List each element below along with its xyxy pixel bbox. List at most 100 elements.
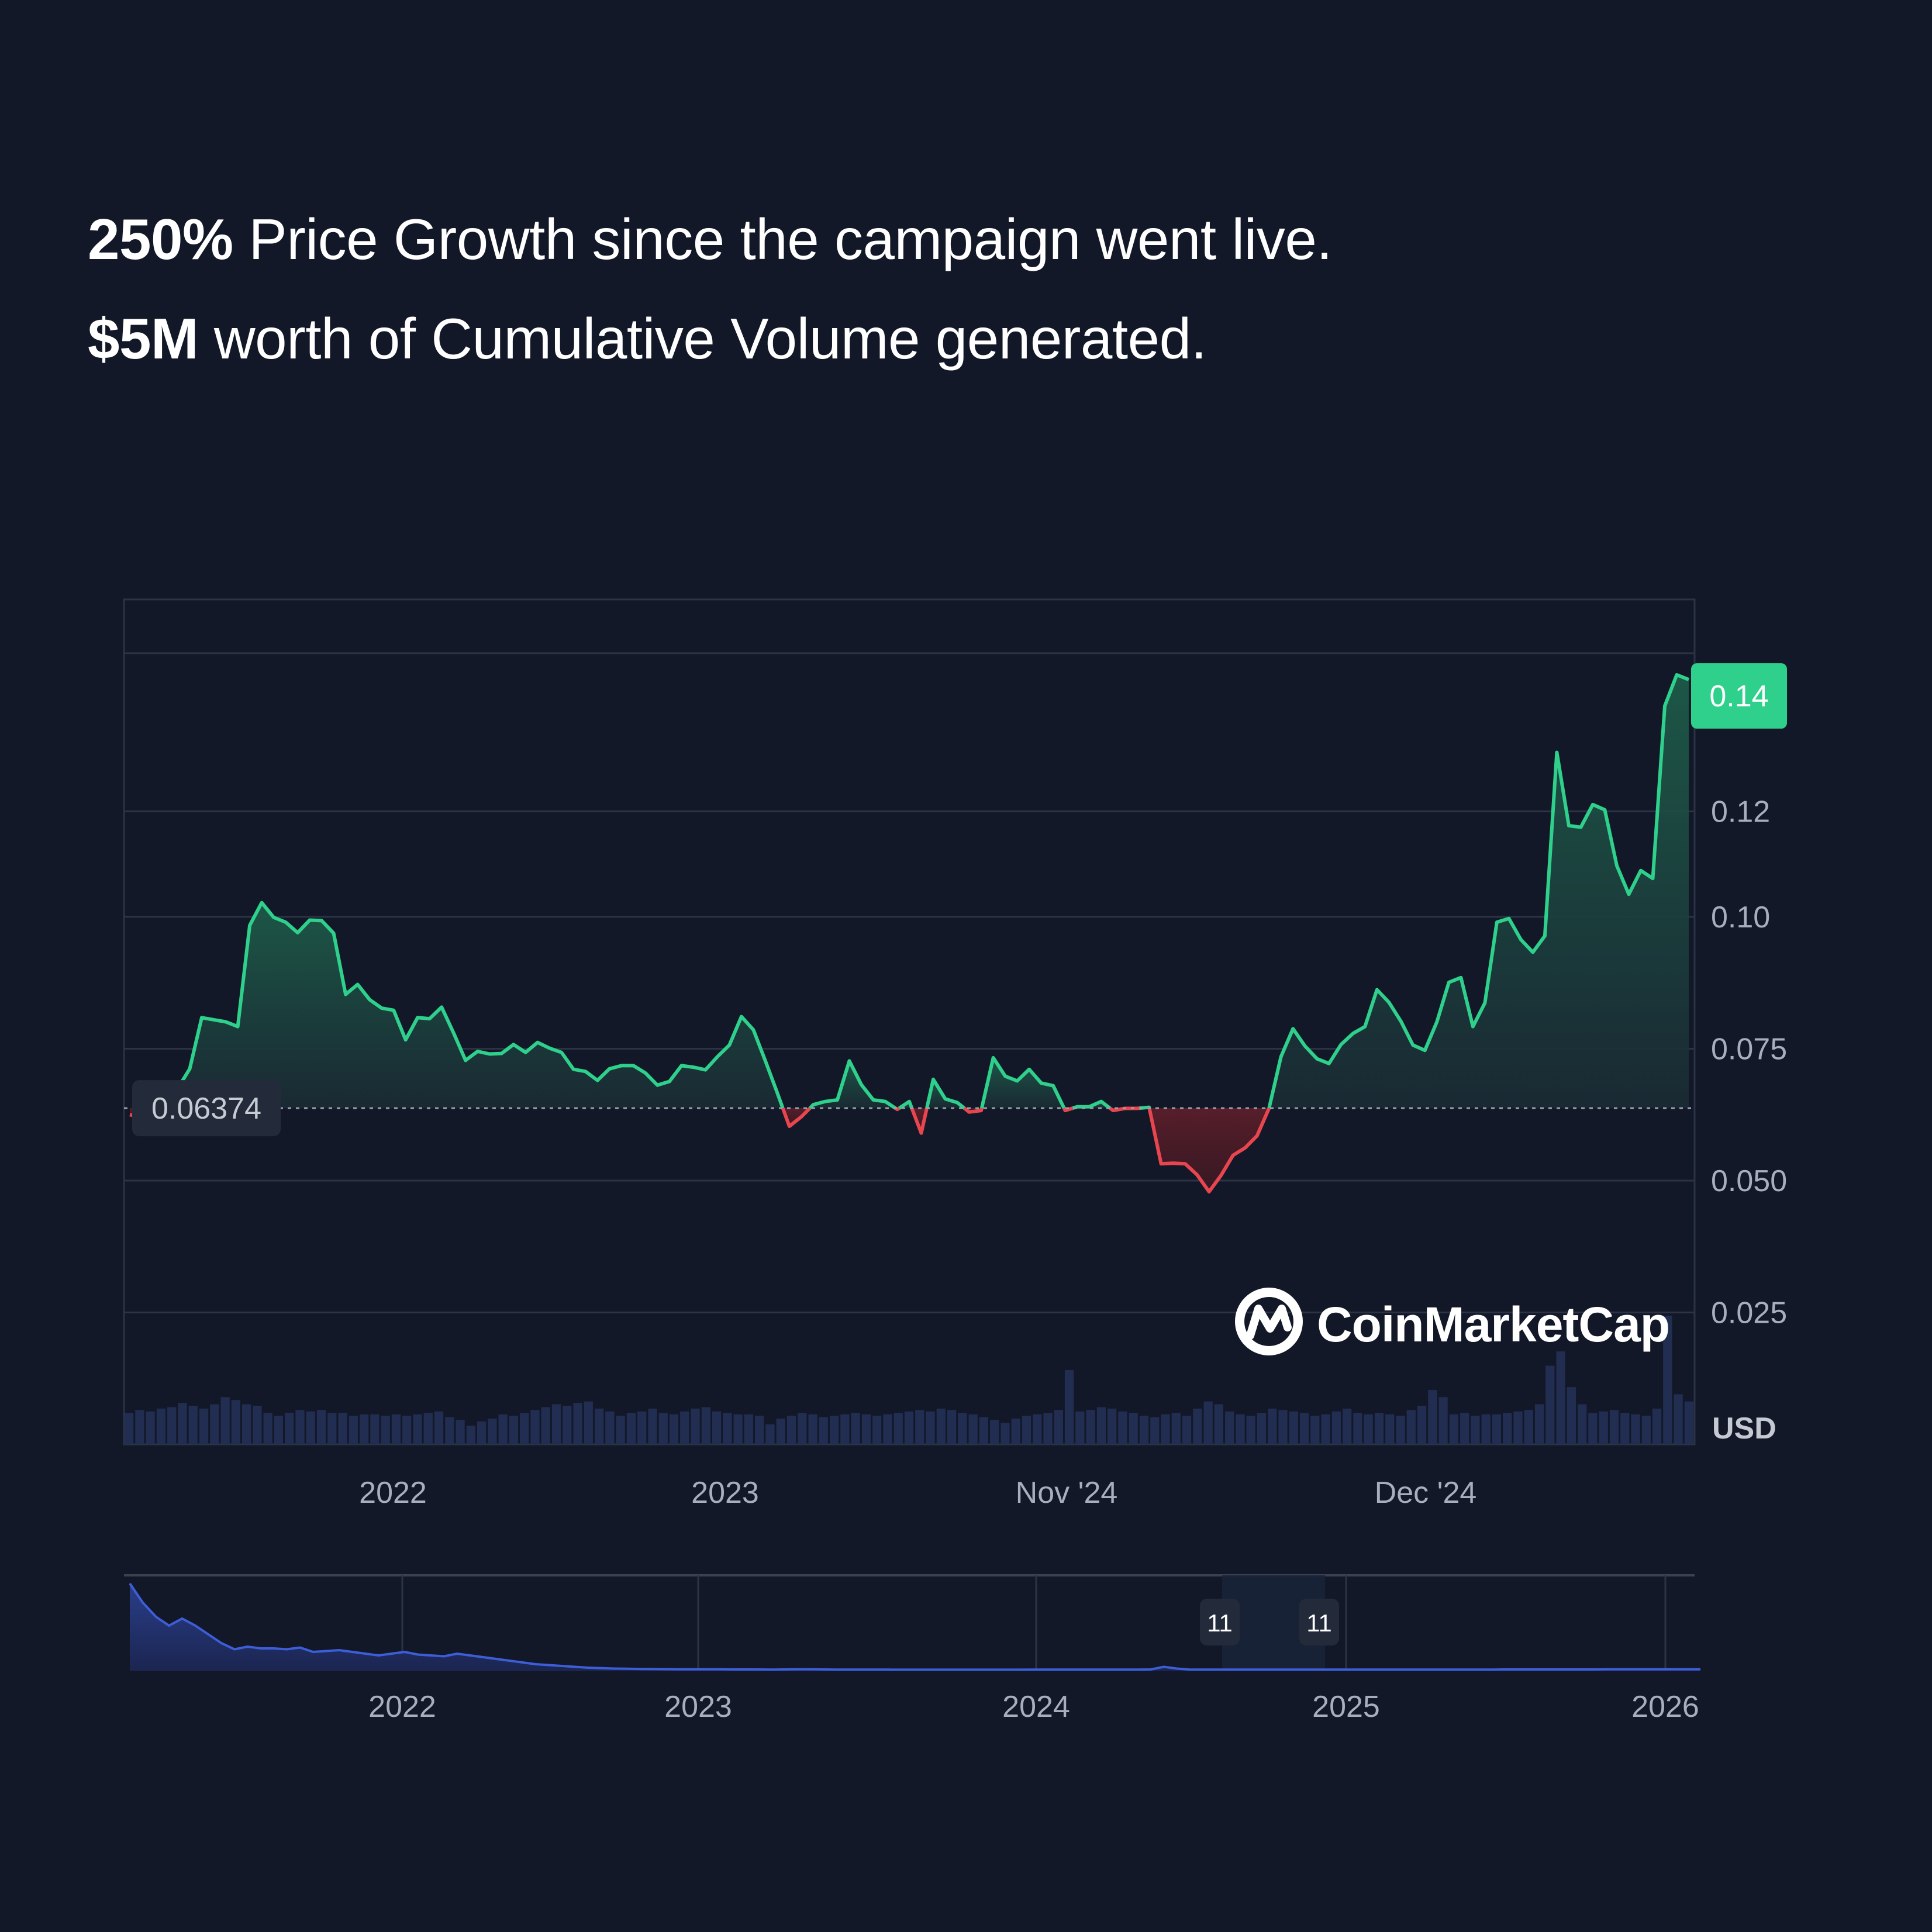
volume-bar [541, 1407, 550, 1444]
volume-bar [1108, 1408, 1117, 1444]
volume-bar [1417, 1406, 1427, 1444]
x-tick-label: Nov '24 [1016, 1476, 1118, 1510]
volume-bar [872, 1416, 882, 1444]
volume-bar [1460, 1413, 1469, 1444]
volume-bar [1374, 1413, 1384, 1444]
volume-bar [1534, 1404, 1544, 1444]
volume-bar [990, 1420, 999, 1444]
volume-bar [1182, 1416, 1192, 1444]
volume-bar [306, 1411, 315, 1444]
volume-bar [851, 1413, 860, 1444]
volume-bar [626, 1413, 636, 1444]
navigator-tick-label: 2024 [1002, 1690, 1070, 1724]
volume-bar [466, 1426, 475, 1444]
price-line-up [1072, 1099, 1112, 1110]
volume-bar [605, 1411, 615, 1444]
coinmarketcap-icon [1235, 1288, 1303, 1355]
coinmarketcap-logo: CoinMarketCap [1235, 1288, 1670, 1355]
volume-bar [135, 1410, 144, 1444]
volume-bar [381, 1416, 390, 1444]
volume-bar [819, 1417, 828, 1444]
volume-bar [445, 1417, 454, 1444]
price-line-up [1267, 673, 1690, 1109]
navigator-tick-label: 2025 [1312, 1690, 1380, 1724]
volume-bar [1513, 1411, 1523, 1444]
volume-bar [861, 1414, 871, 1444]
price-line-up [808, 1059, 896, 1110]
volume-bar [295, 1410, 305, 1444]
volume-bar [1438, 1397, 1448, 1444]
navigator-tick-label: 2026 [1631, 1690, 1699, 1724]
navigator-line [129, 1582, 1700, 1671]
volume-bar [1171, 1413, 1181, 1444]
volume-bar [434, 1411, 444, 1444]
volume-bar [723, 1413, 732, 1444]
volume-bar [477, 1421, 487, 1444]
volume-bar [338, 1413, 347, 1444]
headline-growth-text: Price Growth since the campaign went liv… [233, 207, 1333, 271]
volume-bar [199, 1408, 209, 1444]
volume-bar [904, 1411, 914, 1444]
volume-bar [1225, 1411, 1234, 1444]
volume-bar [125, 1413, 134, 1444]
volume-bar [637, 1411, 647, 1444]
area-below-baseline [1149, 1108, 1269, 1192]
volume-bar [1588, 1413, 1598, 1444]
price-line-down [1062, 1106, 1074, 1113]
volume-bar [253, 1406, 262, 1444]
price-line-up [898, 1099, 914, 1110]
volume-bar [520, 1413, 529, 1444]
volume-bar [263, 1413, 272, 1444]
volume-bar [402, 1416, 412, 1444]
y-axis: 0.12 0.10 0.075 0.050 0.025 [1711, 795, 1787, 1330]
volume-bar [1150, 1417, 1160, 1444]
volume-bar [1289, 1411, 1298, 1444]
y-tick-label: 0.075 [1711, 1033, 1787, 1067]
current-price-label: 0.14 [1691, 663, 1787, 729]
svg-text:11: 11 [1306, 1609, 1332, 1637]
volume-bars [125, 1316, 1693, 1444]
volume-bar [915, 1410, 924, 1444]
volume-bar [391, 1414, 401, 1444]
volume-bar [1609, 1410, 1619, 1444]
volume-bar [1406, 1410, 1416, 1444]
navigator-x-axis: 2022 2023 2024 2025 2026 [368, 1690, 1699, 1724]
volume-bar [1278, 1410, 1288, 1444]
volume-bar [1364, 1414, 1373, 1444]
volume-bar [210, 1404, 219, 1444]
volume-bar [156, 1408, 166, 1444]
volume-bar [178, 1403, 187, 1444]
volume-bar [1331, 1411, 1341, 1444]
volume-bar [1257, 1413, 1267, 1444]
volume-bar [1011, 1419, 1020, 1444]
y-tick-label: 0.12 [1711, 795, 1770, 829]
headline-price-growth: 250% Price Growth since the campaign wen… [88, 211, 1333, 268]
area-above-baseline [981, 1057, 1064, 1109]
x-tick-label: Dec '24 [1375, 1476, 1477, 1510]
volume-bar [359, 1414, 369, 1444]
volume-bar [1674, 1394, 1683, 1444]
volume-bar [1385, 1414, 1395, 1444]
navigator-handle-right[interactable]: 11 [1299, 1599, 1339, 1645]
volume-bar [1631, 1414, 1640, 1444]
navigator-tick-label: 2023 [664, 1690, 732, 1724]
volume-bar [1449, 1414, 1459, 1444]
unit-label: USD [1712, 1412, 1776, 1445]
volume-bar [786, 1416, 796, 1444]
volume-bar [1139, 1416, 1149, 1444]
volume-bar [1503, 1413, 1512, 1444]
volume-bar [274, 1416, 284, 1444]
price-line-down [910, 1108, 929, 1135]
volume-bar [413, 1414, 422, 1444]
navigator-handle-left[interactable]: 11 [1200, 1599, 1240, 1645]
brand-name: CoinMarketCap [1317, 1297, 1669, 1352]
price-line-up [168, 901, 785, 1109]
volume-bar [1193, 1408, 1202, 1444]
volume-bar [573, 1403, 582, 1444]
volume-bar [958, 1413, 967, 1444]
price-line-down [1147, 1106, 1271, 1193]
volume-bar [530, 1410, 540, 1444]
volume-bar [1545, 1365, 1555, 1444]
volume-bar [327, 1413, 337, 1444]
area-above-baseline [170, 902, 783, 1109]
